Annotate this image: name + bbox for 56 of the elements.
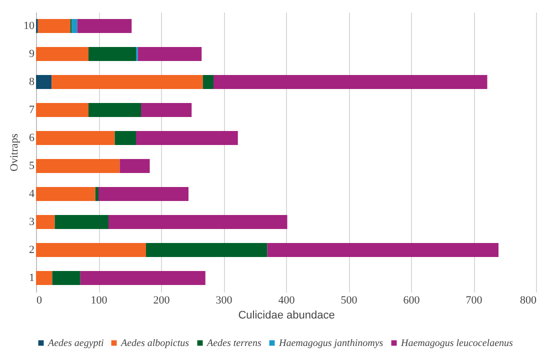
y-tick-label: 6: [29, 132, 35, 144]
x-tick-label: 0: [36, 294, 42, 306]
bar: [54, 215, 108, 229]
bar: [36, 75, 52, 89]
bar: [88, 47, 136, 61]
y-tick-label: 3: [29, 216, 35, 228]
x-tick-label: 200: [153, 294, 170, 306]
bar: [98, 187, 188, 201]
bar: [95, 187, 98, 201]
bar: [36, 159, 120, 173]
bar: [214, 75, 488, 89]
x-axis-title: Culicidae abundace: [238, 310, 335, 322]
legend-label: Haemagogus janthinomys: [278, 338, 384, 349]
bar: [88, 103, 141, 117]
y-tick-label: 10: [24, 20, 35, 32]
x-tick-label: 400: [278, 294, 296, 306]
bar: [141, 103, 192, 117]
bar: [36, 215, 55, 229]
bar: [267, 243, 498, 257]
x-tick-label: 800: [520, 294, 537, 306]
legend-label: Aedes aegypti: [47, 338, 104, 349]
bar: [36, 243, 146, 257]
bar: [38, 19, 70, 33]
bar: [36, 103, 88, 117]
bar: [36, 187, 96, 201]
bar: [114, 131, 136, 145]
legend-label: Haemagogus leucocelaenus: [400, 338, 514, 349]
bar: [72, 19, 78, 33]
bar: [36, 47, 88, 61]
bar: [52, 271, 80, 285]
bar: [36, 131, 115, 145]
y-tick-label: 2: [29, 244, 34, 256]
y-tick-label: 8: [29, 76, 35, 88]
y-tick-label: 5: [29, 160, 35, 172]
y-tick-label: 1: [29, 272, 34, 284]
bar: [36, 271, 52, 285]
x-tick-label: 700: [466, 294, 483, 306]
y-tick-label: 7: [29, 104, 35, 116]
x-tick-label: 600: [403, 294, 420, 306]
bar: [77, 19, 132, 33]
legend-label: Aedes terrens: [206, 338, 262, 349]
bar: [52, 75, 203, 89]
x-tick-label: 500: [340, 294, 358, 306]
x-tick-label: 100: [90, 294, 108, 306]
bar: [120, 159, 150, 173]
bar: [80, 271, 206, 285]
y-tick-label: 4: [29, 188, 35, 200]
bar: [146, 243, 268, 257]
bar: [108, 215, 288, 229]
bar: [138, 47, 202, 61]
y-axis-title: Ovitraps: [8, 134, 20, 172]
bar: [136, 131, 238, 145]
x-tick-label: 300: [216, 294, 233, 306]
y-tick-label: 9: [29, 48, 35, 60]
bar: [202, 75, 214, 89]
legend-label: Aedes albopictus: [120, 338, 190, 349]
